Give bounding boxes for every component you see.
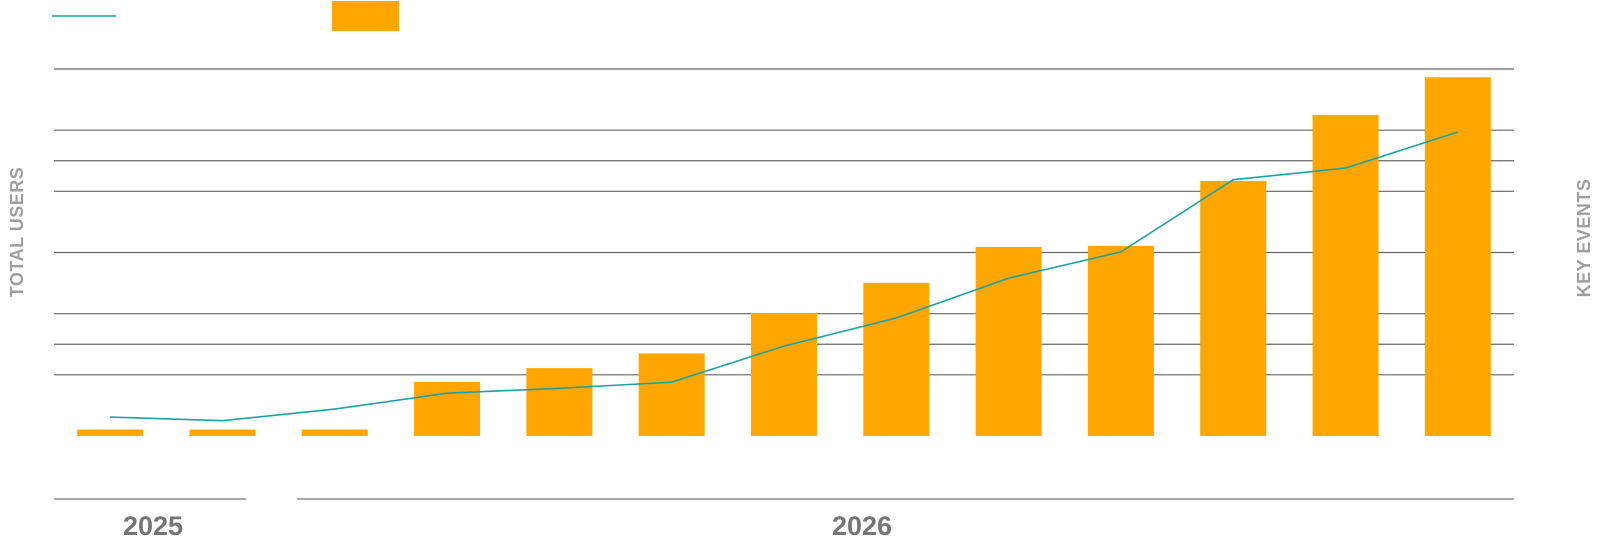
bar	[1200, 180, 1267, 436]
bar	[1087, 246, 1154, 436]
legend-swatch	[332, 1, 399, 31]
y2-axis-title: KEY EVENTS	[1574, 179, 1594, 298]
line	[110, 131, 1459, 422]
year-label: 2026	[832, 511, 892, 541]
bar	[638, 353, 705, 436]
bar	[526, 368, 593, 436]
bar	[1312, 114, 1379, 436]
bar	[751, 313, 817, 436]
bar	[414, 381, 481, 436]
bar	[301, 429, 368, 436]
bar	[77, 429, 144, 436]
bar	[863, 282, 930, 436]
y-axis-title: TOTAL USERS	[7, 167, 27, 298]
bar	[975, 246, 1042, 436]
bar	[189, 429, 256, 436]
bar	[1424, 77, 1491, 436]
year-label: 2025	[123, 511, 183, 541]
